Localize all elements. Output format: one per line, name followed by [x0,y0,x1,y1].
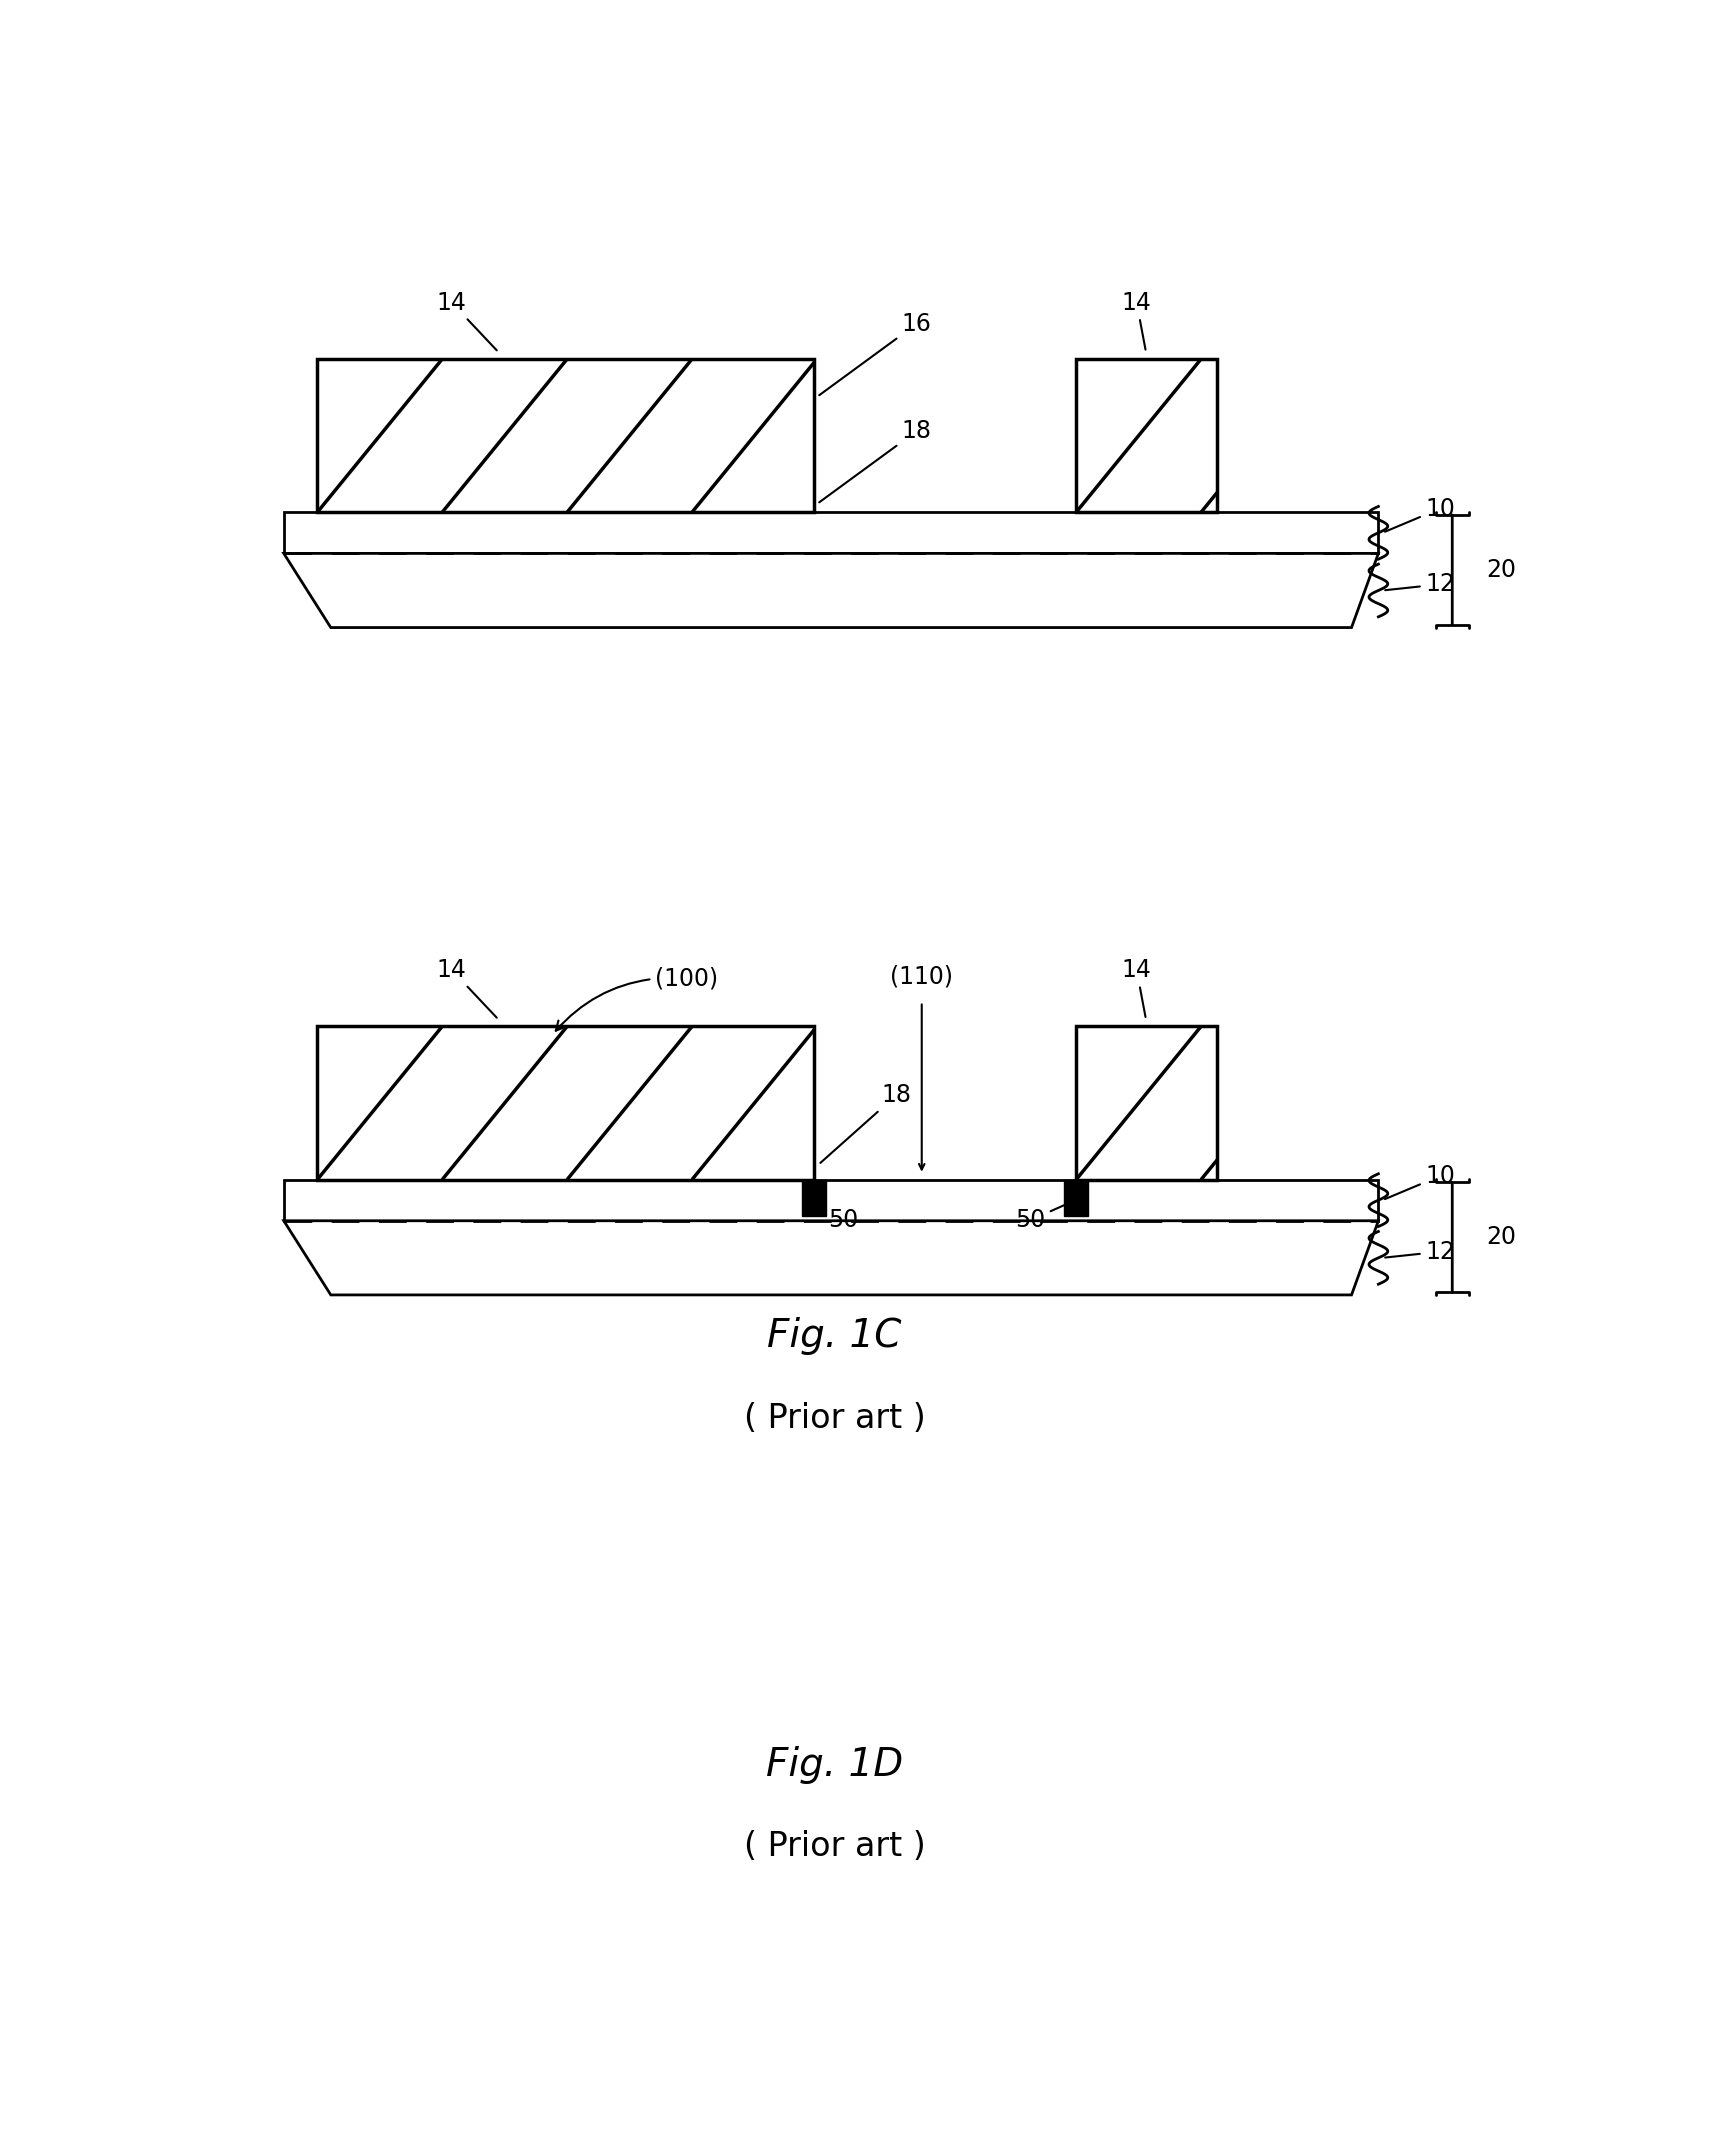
Text: 50: 50 [1015,1203,1070,1233]
Text: 18: 18 [819,1083,911,1162]
Text: 20: 20 [1484,1226,1516,1250]
Polygon shape [284,511,1377,554]
Text: 14: 14 [436,959,497,1019]
Bar [1076,1027,1216,1179]
Text: (100): (100) [556,965,717,1031]
Bar [1076,360,1216,511]
Text: 16: 16 [819,312,930,396]
Text: Fig. 1D: Fig. 1D [766,1746,902,1783]
Text: 14: 14 [436,291,497,351]
Text: 50: 50 [818,1203,857,1233]
Text: 10: 10 [1384,496,1455,531]
Bar [317,1027,814,1179]
Bar [1063,1179,1088,1216]
Text: Fig. 1C: Fig. 1C [767,1316,901,1355]
Text: ( Prior art ): ( Prior art ) [743,1830,925,1864]
Bar [317,360,814,511]
Text: ( Prior art ): ( Prior art ) [743,1402,925,1436]
Text: 14: 14 [1121,291,1150,349]
Text: 10: 10 [1384,1164,1455,1198]
Text: 12: 12 [1384,571,1455,597]
Bar [802,1179,826,1216]
Text: 20: 20 [1484,559,1516,582]
Text: 12: 12 [1384,1239,1455,1263]
Text: (110): (110) [890,965,953,989]
Text: 18: 18 [819,419,932,503]
Polygon shape [284,1179,1377,1220]
Polygon shape [284,1220,1377,1295]
Polygon shape [284,554,1377,627]
Text: 14: 14 [1121,959,1150,1016]
